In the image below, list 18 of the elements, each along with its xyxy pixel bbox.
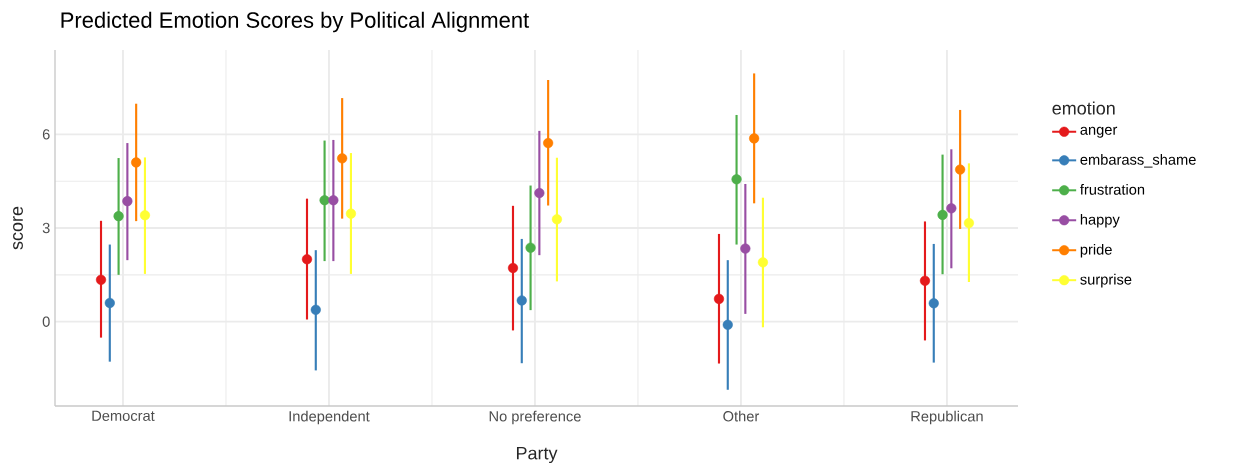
x-tick-label: Democrat	[92, 410, 155, 421]
y-tick-label: 0	[42, 316, 50, 327]
legend-label: anger	[1080, 126, 1118, 138]
legend-label: frustration	[1080, 183, 1145, 195]
legend-label: happy	[1080, 213, 1120, 228]
x-tick-label: Republican	[911, 410, 983, 425]
y-axis-title: score	[13, 206, 23, 250]
legend-label: pride	[1080, 243, 1112, 258]
legend-title: emotion	[1052, 101, 1115, 115]
x-tick-label: Other	[723, 410, 760, 422]
legend-label: surprise	[1080, 273, 1132, 288]
x-tick-label: Independent	[289, 410, 370, 425]
legend-label: embarass_shame	[1080, 154, 1196, 168]
x-axis-title: Party	[516, 446, 558, 464]
y-tick-label: 3	[42, 222, 50, 234]
chart-title: Predicted Emotion Scores by Political Alignment	[61, 11, 530, 33]
y-tick-label: 6	[42, 129, 50, 140]
x-tick-label: No preference	[489, 410, 581, 425]
